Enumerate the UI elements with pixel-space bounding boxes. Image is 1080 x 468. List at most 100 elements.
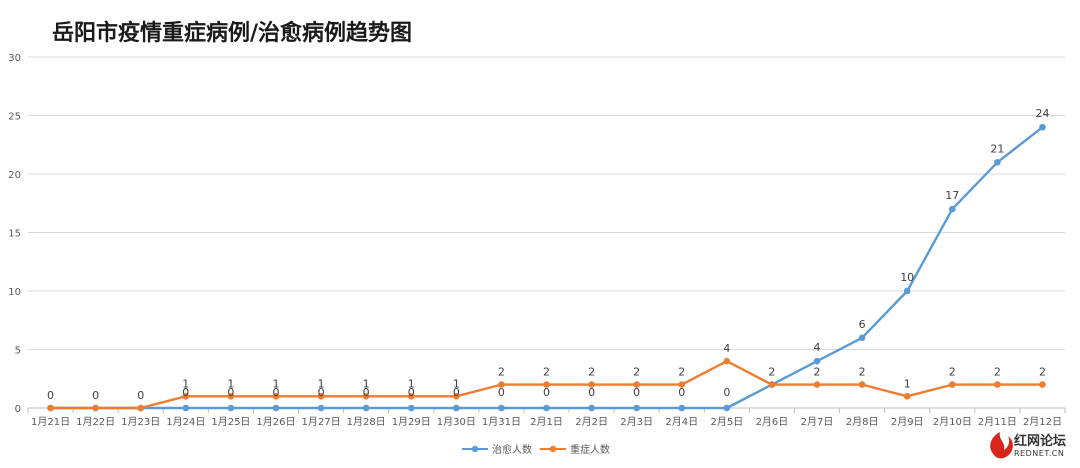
series-1-point-13 <box>633 381 640 388</box>
series-1-label-16: 2 <box>768 366 775 379</box>
legend-label-0: 治愈人数 <box>492 443 532 456</box>
series-1-label-17: 2 <box>814 366 821 379</box>
x-tick-label-2: 1月23日 <box>121 416 160 428</box>
x-tick-label-22: 2月12日 <box>1023 416 1062 428</box>
series-0-label-6: 0 <box>318 386 325 399</box>
series-0-label-17: 4 <box>814 341 821 354</box>
x-tick-label-19: 2月9日 <box>891 416 924 428</box>
series-0-label-5: 0 <box>272 386 279 399</box>
series-1-point-21 <box>994 381 1001 388</box>
series-0-point-21 <box>994 159 1001 166</box>
series-0-point-11 <box>543 404 550 412</box>
series-1-label-7: 1 <box>363 377 370 390</box>
series-0-point-12 <box>588 404 595 412</box>
series-1-label-1: 0 <box>92 389 99 402</box>
series-1-point-20 <box>948 381 956 388</box>
y-tick-label-3: 15 <box>8 229 21 240</box>
x-tick-label-8: 1月29日 <box>392 416 431 428</box>
series-0-label-22: 24 <box>1035 107 1049 120</box>
series-0-point-18 <box>858 334 866 342</box>
series-0-label-18: 6 <box>859 318 866 331</box>
series-1-point-1 <box>92 404 99 412</box>
x-tick-label-1: 1月22日 <box>76 416 115 428</box>
x-tick-label-15: 2月5日 <box>710 416 743 428</box>
y-tick-label-5: 25 <box>8 112 21 123</box>
series-1-label-0: 0 <box>47 389 54 402</box>
x-tick-label-12: 2月2日 <box>575 416 608 428</box>
series-1-label-9: 1 <box>453 377 460 390</box>
series-1-label-13: 2 <box>633 366 640 379</box>
y-tick-label-0: 0 <box>15 404 21 415</box>
series-0-point-3 <box>182 404 190 412</box>
x-tick-label-3: 1月24日 <box>166 416 205 428</box>
series-1-label-15: 4 <box>723 342 730 355</box>
x-tick-label-17: 2月7日 <box>801 416 834 428</box>
series-1-label-5: 1 <box>272 377 279 390</box>
watermark-sub: REDNET.CN <box>1014 449 1064 458</box>
series-0-point-17 <box>813 357 821 365</box>
series-0-point-15 <box>723 404 731 412</box>
series-0-label-19: 10 <box>900 271 914 284</box>
series-1-label-18: 2 <box>859 366 866 379</box>
series-1-label-14: 2 <box>678 366 685 379</box>
series-1-point-11 <box>543 381 550 388</box>
series-0-label-4: 0 <box>227 386 234 399</box>
series-1-point-4 <box>227 393 235 400</box>
x-tick-label-10: 1月31日 <box>482 416 521 428</box>
series-0-label-14: 0 <box>678 386 685 399</box>
series-0-point-10 <box>498 404 505 412</box>
watermark-name: 红网论坛 <box>1014 433 1066 449</box>
series-1-label-20: 2 <box>949 366 956 379</box>
series-0-label-11: 0 <box>543 386 550 399</box>
series-0-point-20 <box>948 205 956 213</box>
series-0-label-20: 17 <box>945 189 959 202</box>
series-0-point-4 <box>227 404 235 412</box>
legend-label-1: 重症人数 <box>570 443 610 456</box>
series-1-point-5 <box>272 393 280 400</box>
y-tick-label-4: 20 <box>8 170 21 181</box>
series-0-point-13 <box>633 404 640 412</box>
series-0-label-10: 0 <box>498 386 505 399</box>
series-0-point-7 <box>362 404 370 412</box>
series-1-point-7 <box>362 393 370 400</box>
series-1-label-2: 0 <box>137 389 144 402</box>
series-0-point-19 <box>903 287 911 295</box>
series-1-point-17 <box>813 381 821 388</box>
series-0-label-13: 0 <box>633 386 640 399</box>
series-1-label-21: 2 <box>994 366 1001 379</box>
x-tick-label-6: 1月27日 <box>302 416 341 428</box>
series-1-point-14 <box>678 381 686 388</box>
series-1-label-3: 1 <box>182 377 189 390</box>
series-0-label-7: 0 <box>363 386 370 399</box>
series-1-point-15 <box>723 357 731 365</box>
x-tick-label-14: 2月4日 <box>665 416 698 428</box>
series-1-point-16 <box>768 381 776 388</box>
series-0-point-8 <box>407 404 415 412</box>
series-1-point-9 <box>453 393 460 400</box>
y-tick-label-1: 5 <box>15 346 21 357</box>
x-tick-label-18: 2月8日 <box>846 416 879 428</box>
legend-marker-0 <box>471 445 479 453</box>
series-0-point-22 <box>1039 123 1046 131</box>
x-tick-label-20: 2月10日 <box>933 416 972 428</box>
series-1-label-10: 2 <box>498 366 505 379</box>
series-0-label-12: 0 <box>588 386 595 399</box>
series-1-label-12: 2 <box>588 366 595 379</box>
series-1-point-18 <box>858 381 866 388</box>
series-1-point-19 <box>903 393 911 400</box>
x-tick-label-11: 2月1日 <box>530 416 563 428</box>
rednet-logo-icon <box>990 432 1013 459</box>
series-1-point-2 <box>137 404 145 412</box>
x-tick-label-7: 1月28日 <box>347 416 386 428</box>
series-1-label-19: 1 <box>904 377 911 390</box>
x-tick-label-16: 2月6日 <box>756 416 789 428</box>
x-tick-label-5: 1月26日 <box>256 416 295 428</box>
legend-marker-1 <box>549 445 557 453</box>
x-tick-label-21: 2月11日 <box>978 416 1017 428</box>
series-1-point-3 <box>182 393 190 400</box>
series-0-label-9: 0 <box>453 386 460 399</box>
y-tick-label-6: 30 <box>8 53 21 64</box>
